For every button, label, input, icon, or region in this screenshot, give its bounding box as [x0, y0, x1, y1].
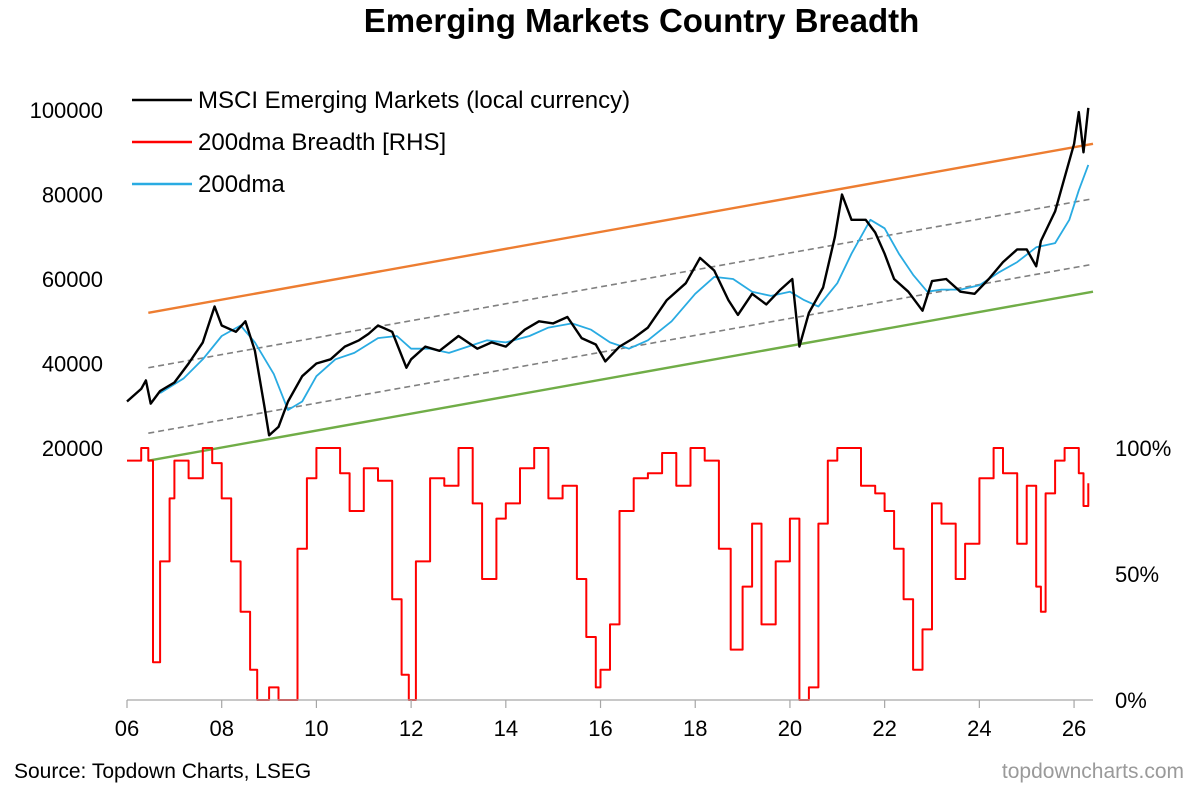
y-left-tick-label: 20000 — [42, 436, 103, 461]
axes: 06 08 10 12 14 16 18 20 22 24 26 20000 40000 60000 800… — [30, 98, 1172, 741]
x-tick-label: 22 — [872, 716, 896, 741]
source-note: Source: Topdown Charts, LSEG — [14, 760, 312, 783]
y-left-tick-label: 80000 — [42, 183, 103, 208]
x-tick-label: 26 — [1062, 716, 1086, 741]
y-left-tick-label: 60000 — [42, 267, 103, 292]
legend-label: MSCI Emerging Markets (local currency) — [198, 87, 630, 114]
x-tick-label: 06 — [115, 716, 139, 741]
trend-line-upper — [148, 142, 1094, 314]
legend-item: 200dma — [132, 171, 285, 198]
legend-item: 200dma Breadth [RHS] — [132, 129, 446, 156]
trend-lines — [148, 142, 1094, 462]
series-lines — [126, 107, 1090, 701]
trend-line-lower — [148, 290, 1094, 462]
legend-label: 200dma Breadth [RHS] — [198, 129, 446, 156]
watermark: topdowncharts.com — [1001, 760, 1184, 783]
y-left-tick-label: 40000 — [42, 352, 103, 377]
legend-label: 200dma — [198, 171, 285, 198]
x-tick-label: 24 — [967, 716, 991, 741]
y-right-tick-label: 100% — [1115, 436, 1171, 461]
y-right-tick-label: 50% — [1115, 562, 1159, 587]
legend: MSCI Emerging Markets (local currency) 20… — [132, 87, 630, 198]
y-right-tick-label: 0% — [1115, 688, 1147, 713]
y-left-tick-label: 100000 — [30, 98, 103, 123]
x-tick-label: 12 — [399, 716, 423, 741]
legend-item: MSCI Emerging Markets (local currency) — [132, 87, 630, 114]
series-line-ma200 — [159, 164, 1090, 411]
x-tick-label: 10 — [304, 716, 328, 741]
series-line-msci-em — [126, 107, 1090, 437]
x-tick-label: 20 — [778, 716, 802, 741]
series-line-breadth — [127, 447, 1090, 701]
x-tick-label: 18 — [683, 716, 707, 741]
x-tick-label: 08 — [209, 716, 233, 741]
x-tick-label: 14 — [494, 716, 518, 741]
x-tick-label: 16 — [588, 716, 612, 741]
chart-title: Emerging Markets Country Breadth — [363, 2, 920, 39]
